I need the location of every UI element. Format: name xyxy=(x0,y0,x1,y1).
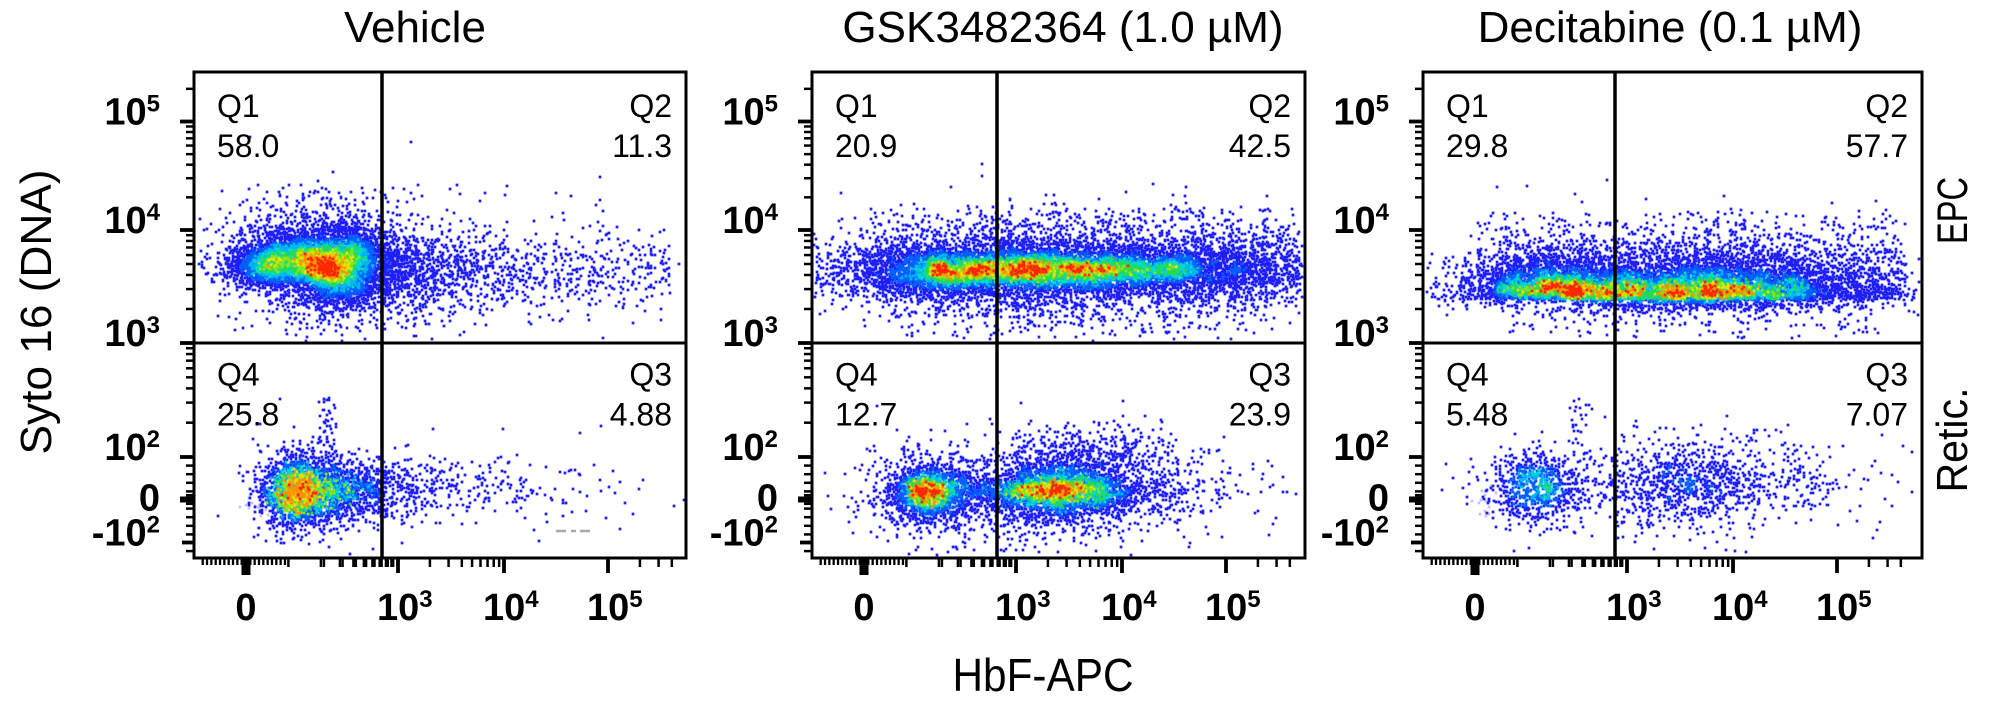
svg-text:23.9: 23.9 xyxy=(1229,397,1291,433)
svg-text:4.88: 4.88 xyxy=(610,397,672,433)
svg-text:58.0: 58.0 xyxy=(217,128,279,164)
svg-text:Q4: Q4 xyxy=(835,357,878,393)
svg-text:Q1: Q1 xyxy=(217,88,260,124)
svg-text:Q4: Q4 xyxy=(217,357,260,393)
svg-text:Q2: Q2 xyxy=(1865,88,1908,124)
svg-text:Q3: Q3 xyxy=(1865,357,1908,393)
svg-text:29.8: 29.8 xyxy=(1446,128,1508,164)
svg-text:57.7: 57.7 xyxy=(1846,128,1908,164)
svg-text:Decitabine (0.1 µM): Decitabine (0.1 µM) xyxy=(1478,3,1863,52)
svg-text:HbF-APC: HbF-APC xyxy=(953,649,1134,701)
svg-text:Q4: Q4 xyxy=(1446,357,1489,393)
svg-text:Q1: Q1 xyxy=(835,88,878,124)
svg-text:Syto 16 (DNA): Syto 16 (DNA) xyxy=(12,170,61,455)
svg-text:Q2: Q2 xyxy=(629,88,672,124)
svg-text:25.8: 25.8 xyxy=(217,397,279,433)
svg-text:42.5: 42.5 xyxy=(1229,128,1291,164)
svg-text:Q3: Q3 xyxy=(629,357,672,393)
svg-text:104: 104 xyxy=(1333,199,1389,242)
svg-text:5.48: 5.48 xyxy=(1446,397,1508,433)
svg-text:12.7: 12.7 xyxy=(835,397,897,433)
svg-text:Q3: Q3 xyxy=(1248,357,1291,393)
svg-text:EPC: EPC xyxy=(1929,177,1977,244)
svg-text:Q1: Q1 xyxy=(1446,88,1489,124)
svg-text:0: 0 xyxy=(757,478,778,520)
svg-text:7.07: 7.07 xyxy=(1846,397,1908,433)
svg-text:0: 0 xyxy=(1464,587,1485,629)
svg-text:GSK3482364 (1.0 µM): GSK3482364 (1.0 µM) xyxy=(842,3,1283,52)
svg-text:Vehicle: Vehicle xyxy=(344,3,486,52)
svg-text:0: 0 xyxy=(139,478,160,520)
svg-text:Q2: Q2 xyxy=(1248,88,1291,124)
svg-text:11.3: 11.3 xyxy=(612,128,672,164)
svg-text:20.9: 20.9 xyxy=(835,128,897,164)
svg-text:102: 102 xyxy=(104,426,160,469)
svg-text:Retic.: Retic. xyxy=(1928,388,1977,493)
svg-text:0: 0 xyxy=(235,587,256,629)
svg-text:0: 0 xyxy=(853,587,874,629)
svg-text:0: 0 xyxy=(1368,478,1389,520)
